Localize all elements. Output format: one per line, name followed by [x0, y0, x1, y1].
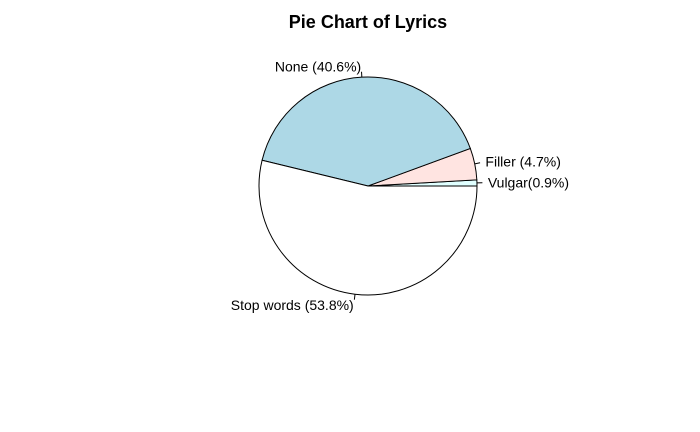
slice-label: Vulgar(0.9%) — [488, 175, 569, 191]
slice-label: Stop words (53.8%) — [231, 297, 354, 313]
label-leaders — [353, 71, 483, 300]
slice-label: Filler (4.7%) — [485, 154, 560, 170]
slice-labels: Vulgar(0.9%) Filler (4.7%) None (40.6%) Sto… — [231, 58, 569, 313]
slice-label: None (40.6%) — [275, 58, 361, 74]
label-leader-line — [353, 294, 356, 300]
chart-title: Pie Chart of Lyrics — [289, 12, 447, 32]
label-leader-line — [474, 162, 481, 165]
pie-slice — [258, 159, 478, 296]
pie-slices — [258, 76, 478, 296]
pie-slice — [261, 76, 471, 187]
